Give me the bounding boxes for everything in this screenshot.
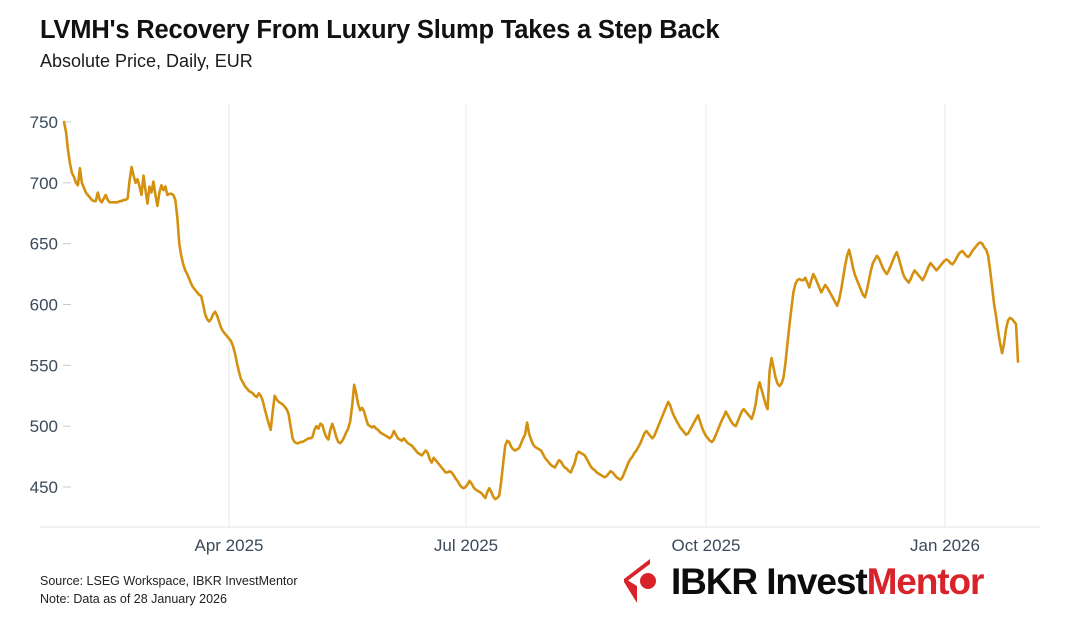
y-axis-ticks: [63, 121, 71, 488]
y-axis-labels: 450 500 550 600 650 700 750: [30, 113, 58, 497]
y-axis-label-500: 500: [30, 417, 58, 436]
y-axis-label-750: 750: [30, 113, 58, 132]
footer-source: Source: LSEG Workspace, IBKR InvestMento…: [40, 574, 298, 588]
ibkr-arrow-person-icon: [624, 559, 656, 603]
y-axis-label-450: 450: [30, 478, 58, 497]
chart-subtitle: Absolute Price, Daily, EUR: [40, 51, 253, 72]
chart-title: LVMH's Recovery From Luxury Slump Takes …: [40, 16, 720, 44]
y-axis-label-700: 700: [30, 174, 58, 193]
ibkr-investmentor-logo: IBKR InvestMentor: [620, 558, 985, 604]
logo-wordmark: IBKR InvestMentor: [671, 560, 985, 602]
y-axis-label-550: 550: [30, 356, 58, 375]
chart-footer: Source: LSEG Workspace, IBKR InvestMento…: [40, 572, 560, 608]
x-axis-label-jan-2026: Jan 2026: [910, 536, 980, 555]
x-axis-label-jul-2025: Jul 2025: [434, 536, 498, 555]
chart-header: LVMH's Recovery From Luxury Slump Takes …: [40, 16, 1040, 72]
y-axis-label-650: 650: [30, 235, 58, 254]
logo-text-ibkr-invest: IBKR Invest: [671, 560, 868, 602]
x-axis-labels: Apr 2025 Jul 2025 Oct 2025 Jan 2026: [195, 536, 980, 555]
y-axis-label-600: 600: [30, 296, 58, 315]
x-axis-label-apr-2025: Apr 2025: [195, 536, 264, 555]
price-line-series: [62, 120, 1020, 501]
logo-text-mentor: Mentor: [866, 560, 985, 602]
x-axis-label-oct-2025: Oct 2025: [672, 536, 741, 555]
gridlines: [228, 103, 946, 527]
footer-note: Note: Data as of 28 January 2026: [40, 592, 227, 607]
